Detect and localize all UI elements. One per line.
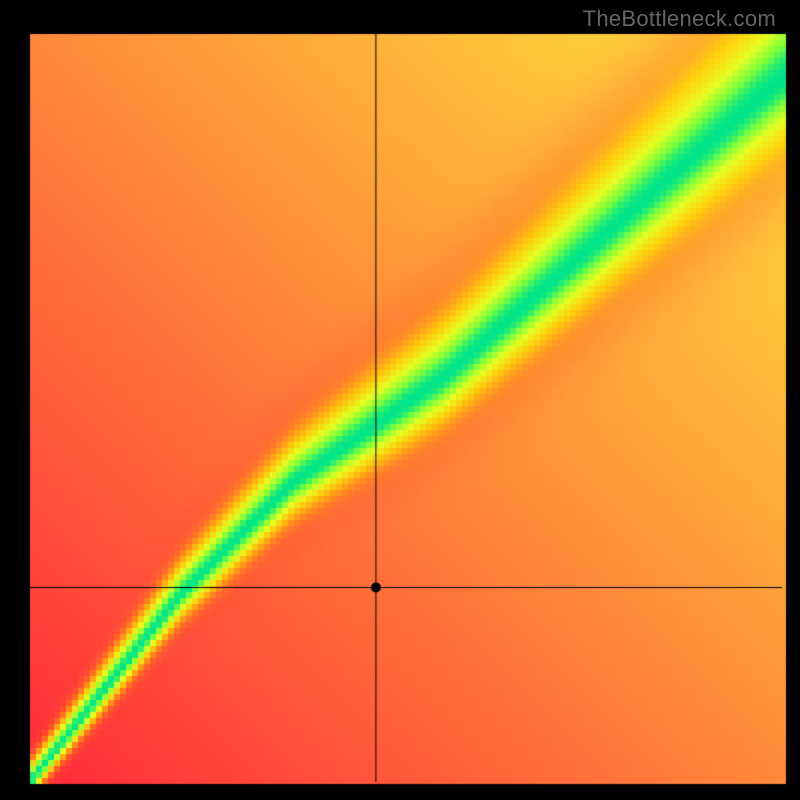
watermark-text: TheBottleneck.com xyxy=(583,6,776,32)
bottleneck-heatmap-canvas xyxy=(0,0,800,800)
